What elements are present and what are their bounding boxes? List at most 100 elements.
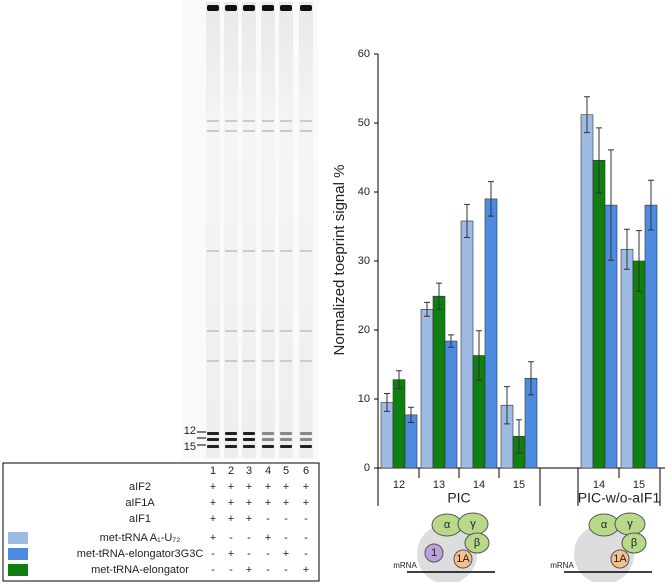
condition-mark: + xyxy=(228,497,234,509)
gel-band xyxy=(225,120,237,122)
beta-label: β xyxy=(474,537,480,549)
y-tick-label: 10 xyxy=(358,393,370,405)
gel-band xyxy=(243,360,255,362)
legend-swatch xyxy=(8,548,28,560)
condition-mark: + xyxy=(246,481,252,493)
gamma-label: γ xyxy=(627,518,633,530)
mrna-label: mRNA xyxy=(550,561,574,570)
condition-mark: - xyxy=(229,564,233,576)
gel-band xyxy=(243,250,255,252)
gel-band xyxy=(300,432,312,435)
gel-band xyxy=(225,5,237,11)
condition-mark: + xyxy=(283,481,289,493)
y-tick-label: 50 xyxy=(358,117,370,129)
gel-lane xyxy=(299,2,313,458)
error-bar xyxy=(436,282,442,310)
alpha-label: α xyxy=(601,519,608,531)
ribosome xyxy=(574,524,634,584)
condition-mark: - xyxy=(229,532,233,544)
gel-band xyxy=(207,445,219,448)
gel-band xyxy=(225,445,237,448)
aif1a-label: 1A xyxy=(613,553,627,565)
alpha-label: α xyxy=(444,519,451,531)
aif1a xyxy=(453,549,473,569)
gel-band xyxy=(300,330,312,332)
gel-band xyxy=(262,432,274,435)
condition-mark: - xyxy=(304,513,308,525)
mrna-label: mRNA xyxy=(393,561,417,570)
aif1a xyxy=(610,549,630,569)
condition-mark: - xyxy=(266,548,270,560)
gel-band xyxy=(300,445,312,448)
bar xyxy=(632,260,646,469)
condition-mark: - xyxy=(284,513,288,525)
aif1-label: 1 xyxy=(431,547,437,559)
y-tick-label: 60 xyxy=(358,48,370,60)
condition-mark: + xyxy=(303,564,309,576)
y-tick-label: 20 xyxy=(358,324,370,336)
gel-band xyxy=(262,250,274,252)
row-label: met-tRNA-elongator xyxy=(91,564,189,576)
group-label: PIC-w/o-aIF1 xyxy=(578,490,661,506)
gel-band xyxy=(207,5,219,11)
gel-band xyxy=(225,432,237,435)
gel-band xyxy=(262,5,274,11)
y-tick-label: 0 xyxy=(364,462,370,474)
gel-band xyxy=(300,120,312,122)
lane-number: 3 xyxy=(246,465,252,477)
gel-band xyxy=(262,130,274,132)
gel-band xyxy=(225,330,237,332)
legend-swatch xyxy=(8,532,28,544)
gel-band xyxy=(280,130,292,132)
gel-band xyxy=(280,360,292,362)
gel-band xyxy=(280,445,292,448)
bar xyxy=(484,198,498,469)
gel-band xyxy=(280,438,292,441)
gel-band xyxy=(300,360,312,362)
gel-band xyxy=(243,445,255,448)
gel-band xyxy=(262,445,274,448)
gel-band xyxy=(207,432,219,435)
lane-number: 6 xyxy=(303,465,309,477)
condition-mark: + xyxy=(303,497,309,509)
gel-band xyxy=(243,438,255,441)
error-bar xyxy=(488,181,494,217)
row-label: met-tRNA A₁-U₇₂ xyxy=(100,532,181,544)
error-bar xyxy=(476,330,482,381)
condition-mark: + xyxy=(210,513,216,525)
beta-label: β xyxy=(631,537,637,549)
legend-swatch xyxy=(8,564,28,576)
condition-mark: + xyxy=(283,548,289,560)
bar xyxy=(444,340,458,469)
condition-mark: + xyxy=(210,532,216,544)
error-bar xyxy=(424,301,430,317)
gel-band xyxy=(243,120,255,122)
error-bar xyxy=(596,127,602,194)
condition-mark: - xyxy=(266,564,270,576)
error-bar xyxy=(464,203,470,239)
gel xyxy=(182,0,318,460)
gamma-label: γ xyxy=(470,518,476,530)
gel-band xyxy=(225,130,237,132)
y-tick-label: 40 xyxy=(358,186,370,198)
gel-band xyxy=(262,438,274,441)
error-bar xyxy=(504,386,510,425)
gel-band xyxy=(207,330,219,332)
condition-mark: + xyxy=(283,497,289,509)
condition-mark: - xyxy=(211,548,215,560)
gel-band xyxy=(280,250,292,252)
gel-band xyxy=(207,120,219,122)
gel-band xyxy=(262,330,274,332)
eif2-beta xyxy=(464,532,490,554)
bar xyxy=(432,295,446,469)
lane-number: 4 xyxy=(265,465,271,477)
condition-mark: - xyxy=(247,532,251,544)
condition-mark: - xyxy=(266,513,270,525)
row-label: aIF1A xyxy=(125,497,155,509)
condition-mark: + xyxy=(303,481,309,493)
gel-marker: 12 xyxy=(184,425,196,437)
eif2-beta xyxy=(621,532,647,554)
y-axis-label: Normalized toeprint signal % xyxy=(331,165,348,356)
bar xyxy=(644,204,658,469)
